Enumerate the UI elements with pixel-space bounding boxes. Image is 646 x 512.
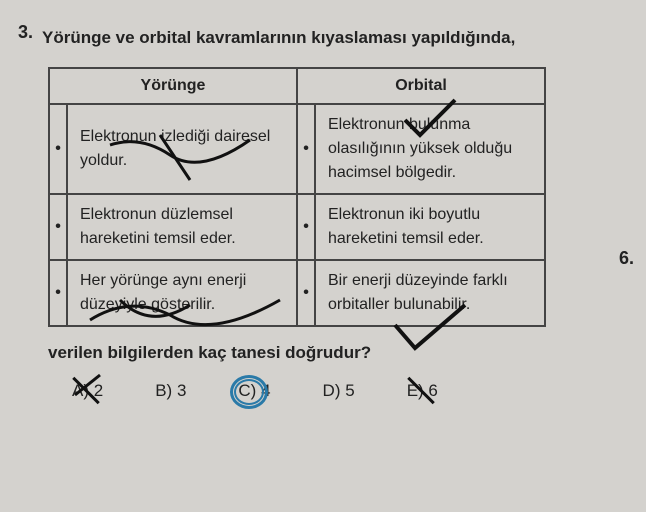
option-b[interactable]: B) 3 — [155, 381, 186, 401]
option-b-value: 3 — [177, 381, 186, 400]
cell-right: Elektronun bulunma olasılığının yüksek o… — [315, 104, 545, 194]
option-a[interactable]: A) 2 — [72, 381, 103, 401]
row-bullet: • — [297, 260, 315, 326]
row-bullet: • — [49, 260, 67, 326]
answer-options: A) 2 B) 3 C) 4 D) 5 E) 6 — [72, 381, 626, 401]
row-bullet: • — [297, 194, 315, 260]
question-stem: Yörünge ve orbital kavramlarının kıyasla… — [42, 24, 582, 53]
row-bullet: • — [49, 104, 67, 194]
col-header-orbital: Orbital — [297, 68, 545, 104]
cell-right: Bir enerji düzeyinde farklı orbitaller b… — [315, 260, 545, 326]
table-row: • Elektronun izlediği dairesel yoldur. •… — [49, 104, 545, 194]
option-c-value: 4 — [261, 381, 270, 400]
circle-mark-icon — [234, 379, 264, 405]
option-e[interactable]: E) 6 — [407, 381, 438, 401]
question-number: 3. — [18, 22, 33, 43]
option-d[interactable]: D) 5 — [323, 381, 355, 401]
comparison-table: Yörünge Orbital • Elektronun izlediği da… — [48, 67, 546, 327]
follow-up-question: verilen bilgilerden kaç tanesi doğrudur? — [48, 343, 626, 363]
cell-left: Elektronun izlediği dairesel yoldur. — [67, 104, 297, 194]
table-row: • Elektronun düzlemsel hareketini temsil… — [49, 194, 545, 260]
cell-left: Her yörünge aynı enerji düzeyiyle göster… — [67, 260, 297, 326]
col-header-yorunge: Yörünge — [49, 68, 297, 104]
row-bullet: • — [49, 194, 67, 260]
option-e-value: 6 — [428, 381, 437, 400]
row-bullet: • — [297, 104, 315, 194]
table-row: • Her yörünge aynı enerji düzeyiyle göst… — [49, 260, 545, 326]
option-a-value: 2 — [94, 381, 103, 400]
option-c[interactable]: C) 4 — [238, 381, 270, 401]
option-d-value: 5 — [345, 381, 354, 400]
cell-left: Elektronun düzlemsel hareketini temsil e… — [67, 194, 297, 260]
cell-right: Elektronun iki boyutlu hareketini temsil… — [315, 194, 545, 260]
next-question-number: 6. — [619, 248, 634, 269]
